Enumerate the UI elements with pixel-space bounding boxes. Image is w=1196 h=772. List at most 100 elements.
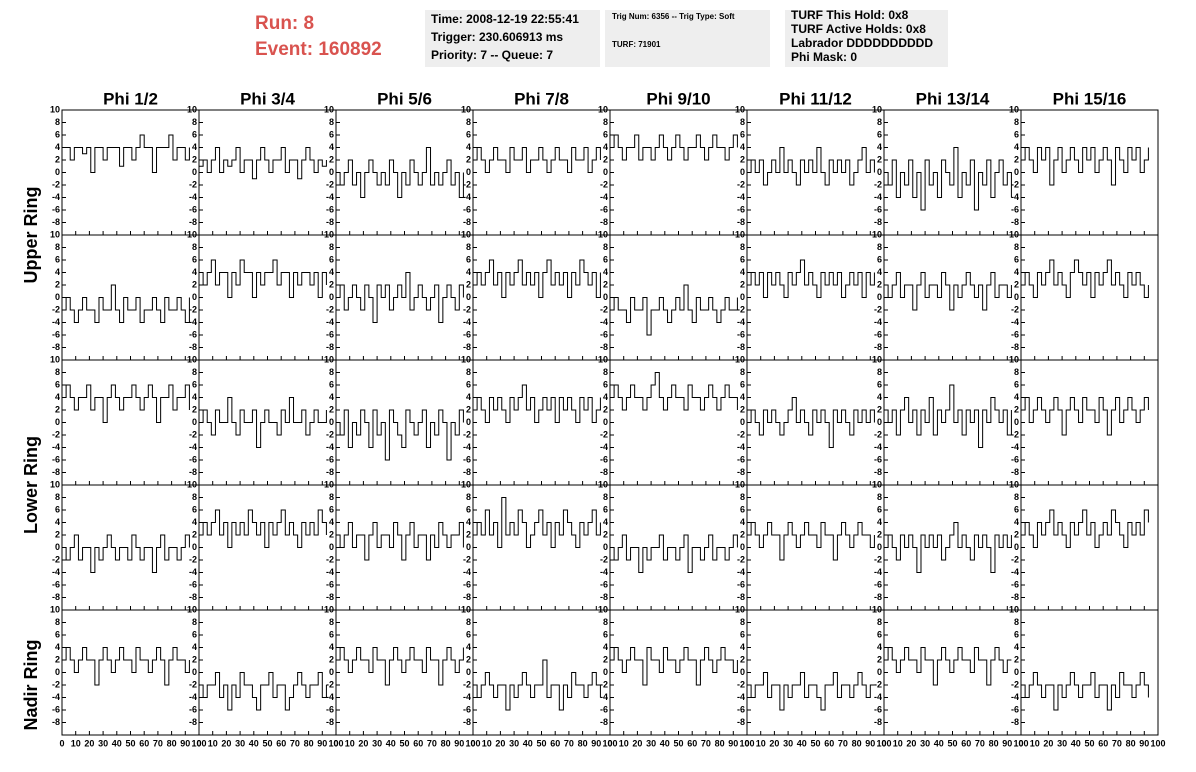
- y-tick-label: 0: [603, 417, 608, 427]
- x-tick-label: 30: [98, 738, 108, 748]
- x-tick-label: 70: [290, 738, 300, 748]
- waveform: [199, 509, 327, 548]
- y-tick-label: 6: [877, 629, 882, 639]
- y-tick-label: -2: [600, 304, 608, 314]
- y-tick-label: 4: [466, 142, 471, 152]
- y-tick-label: -8: [189, 467, 197, 477]
- panel-frame: [61, 609, 200, 736]
- y-tick-label: -8: [737, 342, 745, 352]
- y-tick-label: -6: [189, 579, 197, 589]
- y-tick-label: 6: [740, 504, 745, 514]
- y-tick-label: 8: [877, 492, 882, 502]
- x-tick-label: 40: [660, 738, 670, 748]
- waveform: [473, 384, 601, 423]
- y-tick-label: -2: [874, 554, 882, 564]
- x-tick-label: 40: [249, 738, 259, 748]
- y-tick-label: -4: [189, 567, 197, 577]
- x-tick-label: 40: [112, 738, 122, 748]
- y-tick-label: 4: [466, 267, 471, 277]
- y-tick-label: 6: [329, 504, 334, 514]
- y-tick-label: 2: [603, 279, 608, 289]
- x-tick-label: 20: [1043, 738, 1053, 748]
- y-tick-label: 8: [466, 492, 471, 502]
- y-tick-label: 0: [603, 667, 608, 677]
- y-tick-label: 8: [877, 117, 882, 127]
- x-tick-label: 10: [71, 738, 81, 748]
- y-tick-label: 2: [192, 279, 197, 289]
- y-tick-label: 8: [603, 492, 608, 502]
- y-tick-label: -4: [737, 317, 745, 327]
- y-tick-label: 10: [324, 229, 334, 239]
- y-tick-label: -8: [326, 717, 334, 727]
- y-tick-label: -8: [52, 717, 60, 727]
- y-tick-label: -6: [600, 454, 608, 464]
- y-tick-label: -6: [874, 704, 882, 714]
- waveform: [62, 647, 190, 686]
- y-tick-label: 0: [877, 167, 882, 177]
- x-tick-label: 30: [783, 738, 793, 748]
- y-tick-label: 4: [192, 392, 197, 402]
- y-tick-label: 2: [740, 279, 745, 289]
- y-tick-label: -4: [52, 442, 60, 452]
- x-tick-label: 60: [550, 738, 560, 748]
- y-tick-label: -2: [600, 429, 608, 439]
- column-title: Phi 1/2: [103, 89, 158, 108]
- y-tick-label: 10: [324, 104, 334, 114]
- y-tick-label: -8: [874, 592, 882, 602]
- y-tick-label: -6: [1011, 329, 1019, 339]
- y-tick-label: -6: [463, 329, 471, 339]
- x-tick-label: 0: [196, 738, 201, 748]
- x-tick-label: 100: [876, 738, 891, 748]
- y-tick-label: 0: [329, 542, 334, 552]
- x-tick-label: 100: [191, 738, 206, 748]
- y-tick-label: -6: [600, 329, 608, 339]
- waveform: [884, 272, 1012, 311]
- y-tick-label: -2: [600, 679, 608, 689]
- y-tick-label: 8: [55, 367, 60, 377]
- x-tick-label: 90: [865, 738, 875, 748]
- y-tick-label: -2: [737, 304, 745, 314]
- waveform: [62, 284, 190, 323]
- y-tick-label: -2: [600, 179, 608, 189]
- x-tick-label: 0: [607, 738, 612, 748]
- y-tick-label: -4: [600, 192, 608, 202]
- y-tick-label: 8: [1014, 492, 1019, 502]
- y-tick-label: 0: [329, 417, 334, 427]
- y-tick-label: -6: [737, 454, 745, 464]
- ring-label: Lower Ring: [21, 436, 41, 534]
- y-tick-label: -6: [1011, 704, 1019, 714]
- y-tick-label: -4: [600, 567, 608, 577]
- y-tick-label: 0: [466, 417, 471, 427]
- y-tick-label: 6: [877, 379, 882, 389]
- y-tick-label: 8: [329, 242, 334, 252]
- y-tick-label: 2: [740, 404, 745, 414]
- y-tick-label: 4: [877, 142, 882, 152]
- waveform: [884, 384, 1012, 448]
- y-tick-label: 8: [55, 617, 60, 627]
- y-tick-label: 6: [55, 629, 60, 639]
- x-tick-label: 50: [947, 738, 957, 748]
- waveform: [473, 147, 601, 173]
- waveform: [62, 134, 190, 173]
- waveform: [1021, 259, 1149, 298]
- panel-frame: [472, 609, 611, 736]
- y-tick-label: 6: [55, 504, 60, 514]
- y-tick-label: -2: [52, 179, 60, 189]
- y-tick-label: -4: [874, 317, 882, 327]
- waveform: [473, 659, 601, 711]
- y-tick-label: 10: [735, 604, 745, 614]
- y-tick-label: 2: [1014, 279, 1019, 289]
- y-tick-label: -4: [189, 692, 197, 702]
- y-tick-label: 10: [461, 104, 471, 114]
- panel-frame: [1020, 609, 1159, 736]
- y-tick-label: 6: [192, 379, 197, 389]
- x-tick-label: 60: [413, 738, 423, 748]
- y-tick-label: -6: [737, 704, 745, 714]
- y-tick-label: -2: [52, 429, 60, 439]
- y-tick-label: -8: [737, 592, 745, 602]
- waveform: [884, 147, 1012, 211]
- y-tick-label: 8: [603, 367, 608, 377]
- y-tick-label: -6: [326, 704, 334, 714]
- x-tick-label: 80: [1126, 738, 1136, 748]
- y-tick-label: -4: [874, 692, 882, 702]
